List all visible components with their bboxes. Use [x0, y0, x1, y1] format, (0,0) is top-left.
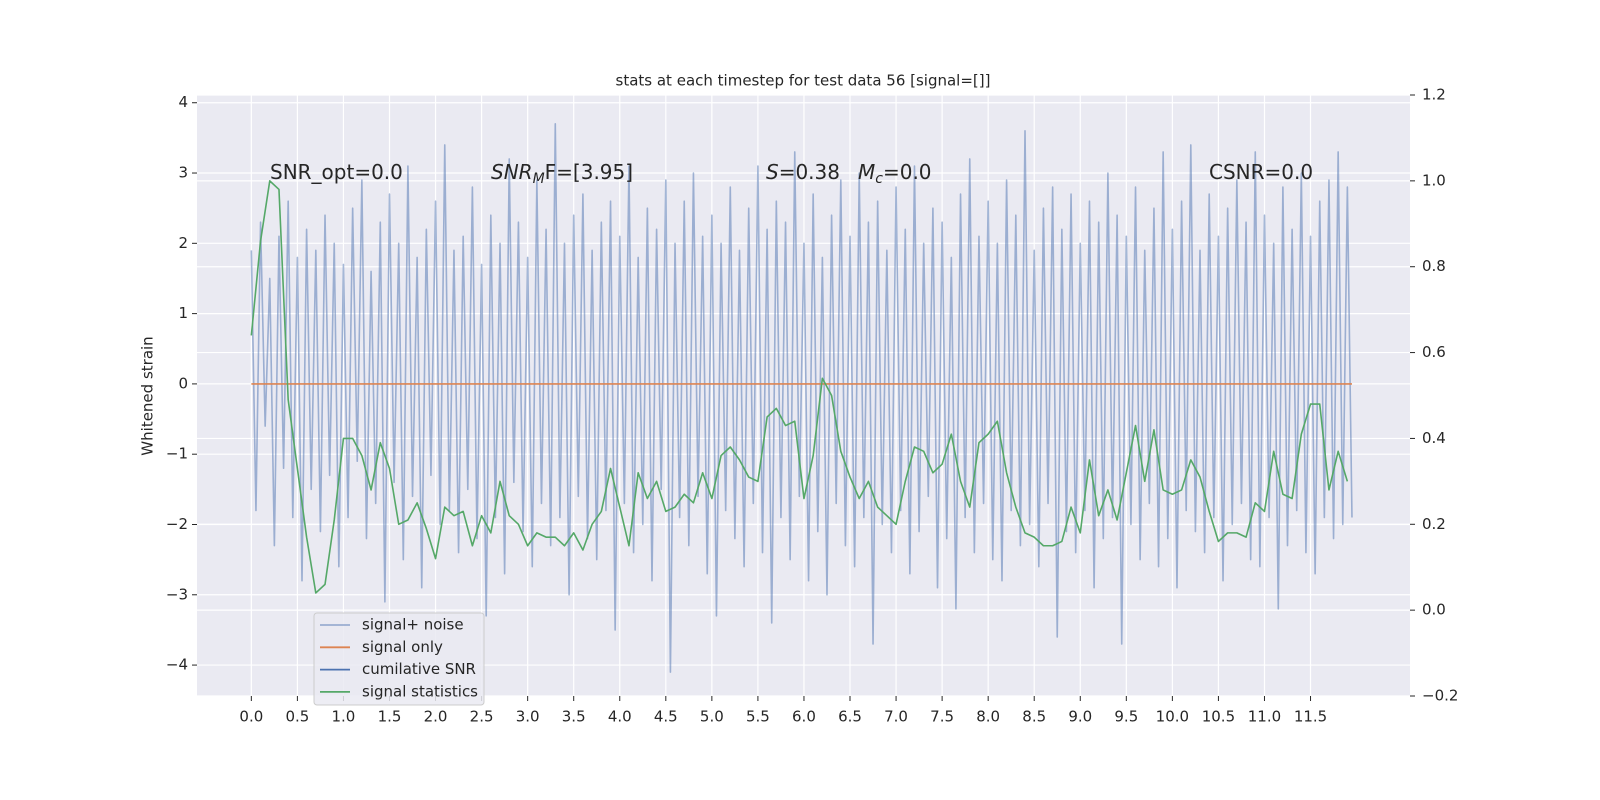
annotation-main: S — [766, 160, 779, 184]
annotation: SNR_opt=0.0 — [270, 160, 403, 184]
y-tick-label: −3 — [166, 585, 188, 603]
x-tick-label: 9.5 — [1114, 708, 1138, 726]
x-tick-label: 11.0 — [1248, 708, 1281, 726]
y2-tick-label: 0.6 — [1422, 343, 1446, 361]
legend-label: signal statistics — [362, 682, 478, 700]
x-tick-label: 0.0 — [239, 708, 263, 726]
legend-label: cumilative SNR — [362, 660, 476, 678]
y2-tick-label: 1.0 — [1422, 171, 1446, 189]
annotation-sub: c — [875, 171, 883, 187]
annotation: Mc=0.0 — [858, 160, 932, 188]
x-tick-label: 2.5 — [470, 708, 494, 726]
x-tick-label: 11.5 — [1294, 708, 1327, 726]
y2-tick-label: 0.0 — [1422, 601, 1446, 619]
annotation: CSNR=0.0 — [1209, 160, 1313, 184]
y2-tick-label: 0.8 — [1422, 257, 1446, 275]
x-tick-label: 8.5 — [1022, 708, 1046, 726]
y2-tick-label: −0.2 — [1422, 687, 1458, 705]
x-tick-label: 8.0 — [976, 708, 1000, 726]
x-tick-label: 3.0 — [516, 708, 540, 726]
annotation-main: CSNR=0.0 — [1209, 160, 1313, 184]
x-tick-label: 1.5 — [378, 708, 402, 726]
annotation-rest: F=[3.95] — [545, 160, 633, 184]
x-tick-label: 6.5 — [838, 708, 862, 726]
y2-tick-label: 1.2 — [1422, 86, 1446, 104]
x-tick-label: 5.5 — [746, 708, 770, 726]
annotation-rest: =0.0 — [883, 160, 932, 184]
x-tick-label: 4.0 — [608, 708, 632, 726]
legend-box — [313, 612, 485, 706]
x-tick-label: 9.0 — [1068, 708, 1092, 726]
y-tick-label: −1 — [166, 445, 188, 463]
x-tick-label: 10.0 — [1156, 708, 1189, 726]
y-tick-label: 0 — [178, 374, 188, 392]
legend-label: signal+ noise — [362, 616, 464, 634]
chart-title: stats at each timestep for test data 56 … — [616, 72, 991, 90]
x-tick-label: 4.5 — [654, 708, 678, 726]
y-axis-label: Whitened strain — [139, 336, 157, 455]
y-tick-label: −4 — [166, 656, 188, 674]
y-tick-label: 4 — [178, 93, 188, 111]
x-tick-label: 5.0 — [700, 708, 724, 726]
legend: signal+ noise signal only cumilative SNR si… — [313, 612, 485, 706]
y-tick-label: −2 — [166, 515, 188, 533]
y-tick-label: 3 — [178, 164, 188, 182]
x-tick-label: 1.0 — [332, 708, 356, 726]
annotation: SNRMF=[3.95] — [491, 160, 633, 188]
series-line — [250, 180, 1349, 594]
annotation-sub: M — [533, 171, 545, 187]
x-tick-label: 7.5 — [930, 708, 954, 726]
x-tick-label: 2.0 — [424, 708, 448, 726]
x-tick-label: 6.0 — [792, 708, 816, 726]
annotation-main: M — [858, 160, 875, 184]
annotation-main: SNR — [491, 160, 533, 184]
y2-tick-label: 0.4 — [1422, 429, 1446, 447]
x-tick-label: 0.5 — [285, 708, 309, 726]
annotation-rest: =0.38 — [779, 160, 840, 184]
y-tick-label: 1 — [178, 304, 188, 322]
x-tick-label: 7.0 — [884, 708, 908, 726]
x-tick-label: 3.5 — [562, 708, 586, 726]
legend-label: signal only — [362, 638, 443, 656]
annotation-main: SNR_opt=0.0 — [270, 160, 403, 184]
annotation: S=0.38 — [766, 160, 840, 184]
x-tick-label: 10.5 — [1202, 708, 1235, 726]
series-line — [250, 123, 1353, 673]
y2-tick-label: 0.2 — [1422, 515, 1446, 533]
y-tick-label: 2 — [178, 234, 188, 252]
